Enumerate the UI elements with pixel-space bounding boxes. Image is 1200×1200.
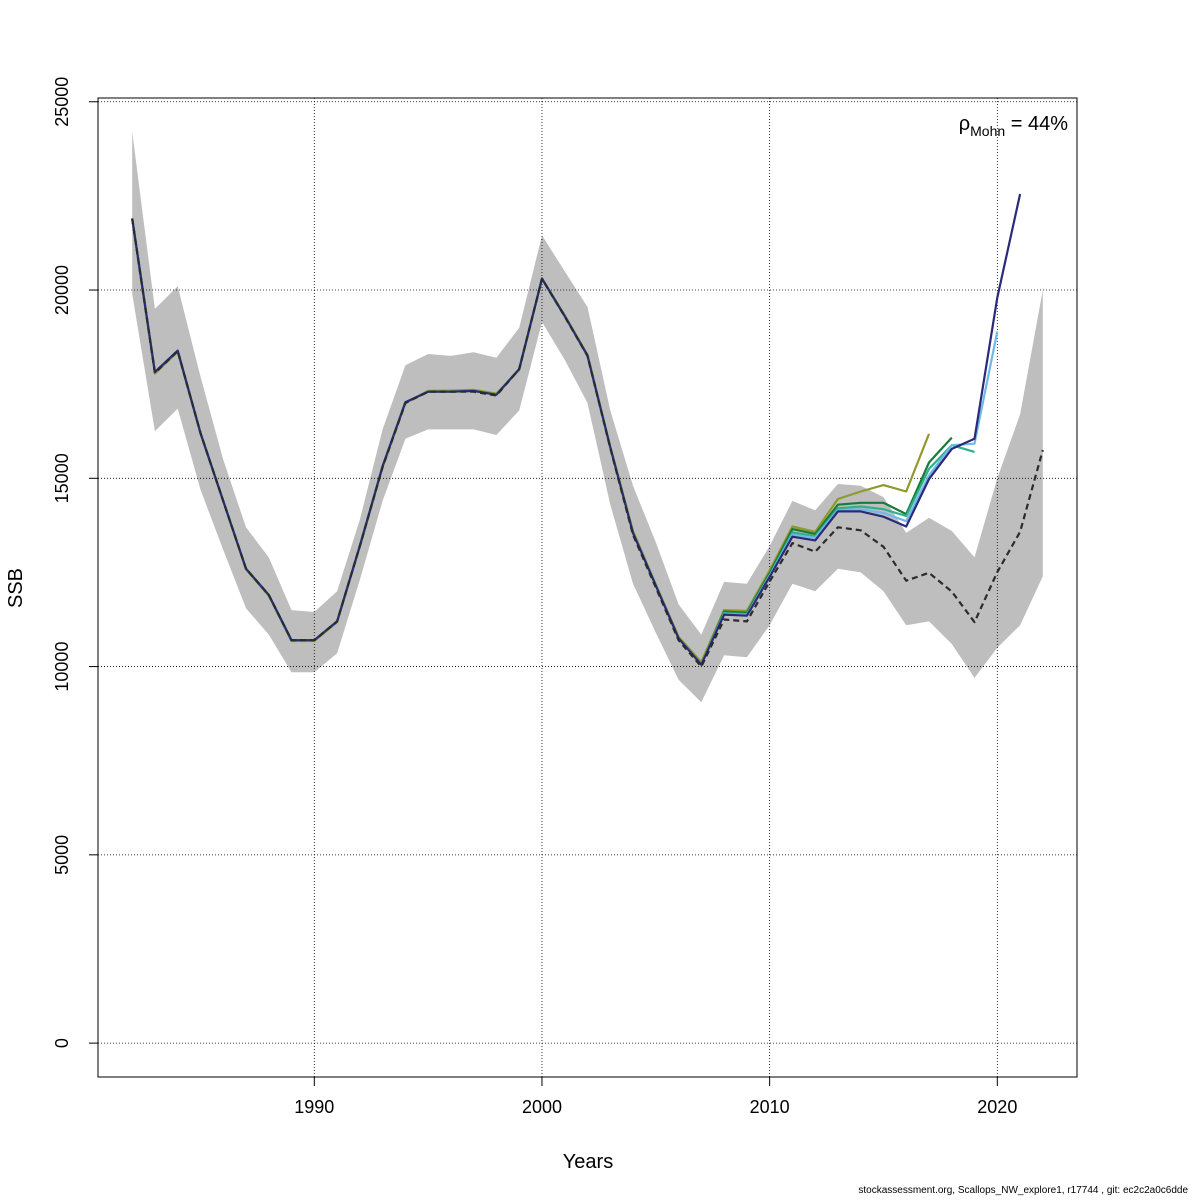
y-tick-label: 15000: [52, 453, 72, 503]
y-tick-label: 10000: [52, 642, 72, 692]
rho-value: = 44%: [1005, 113, 1068, 135]
plot-frame: [97, 97, 1078, 1078]
mohn-rho-annotation: ρMohn = 44%: [959, 113, 1068, 139]
footer-credit: stockassessment.org, Scallops_NW_explore…: [858, 1185, 1188, 1196]
x-tick-label: 2010: [750, 1097, 790, 1117]
confidence-band: [132, 131, 1043, 703]
y-axis-label: SSB: [5, 568, 27, 608]
y-tick-label: 20000: [52, 265, 72, 315]
x-tick-label: 1990: [294, 1097, 334, 1117]
x-axis-label: Years: [563, 1151, 613, 1173]
y-tick-label: 0: [52, 1038, 72, 1048]
series-line-reference: [131, 218, 1044, 668]
x-tick-label: 2000: [522, 1097, 562, 1117]
rho-symbol: ρ: [959, 113, 970, 135]
x-tick-label: 2020: [977, 1097, 1017, 1117]
rho-subscript: Mohn: [970, 123, 1005, 139]
y-tick-label: 25000: [52, 77, 72, 127]
y-tick-label: 5000: [52, 835, 72, 875]
